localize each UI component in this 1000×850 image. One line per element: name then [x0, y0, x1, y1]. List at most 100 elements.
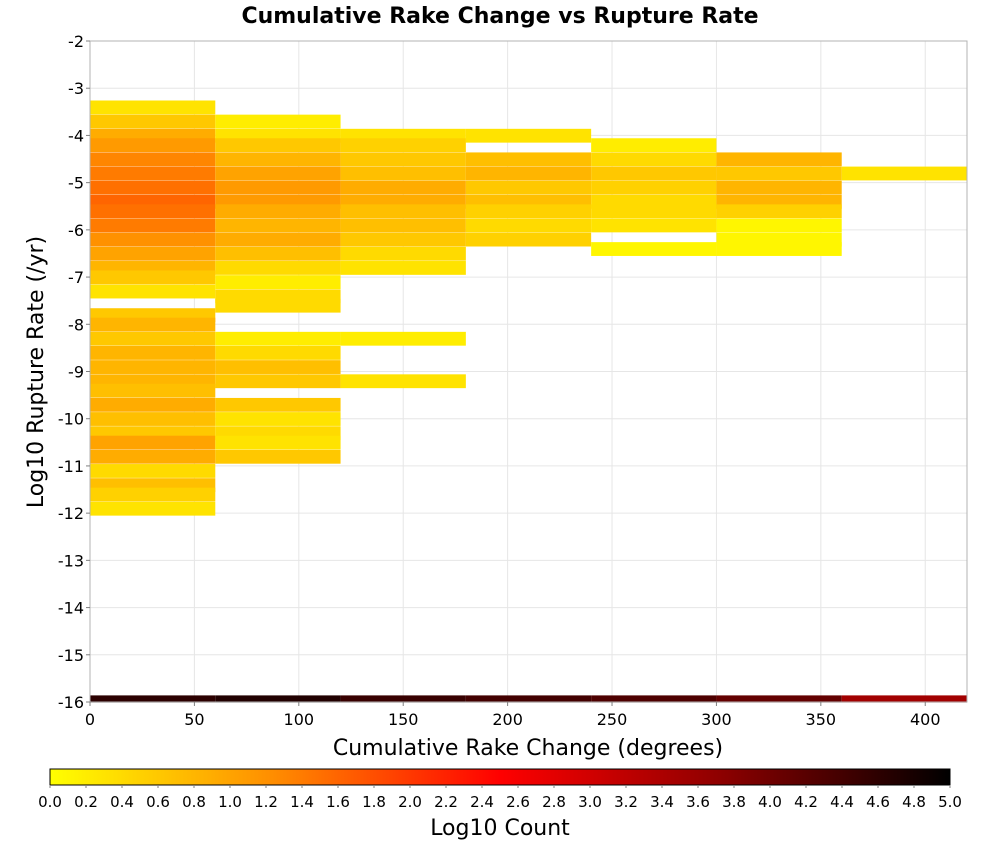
y-tick-label: -9	[68, 363, 84, 382]
colorbar-tick-label: 3.0	[578, 793, 602, 811]
heatmap-cell	[215, 180, 341, 195]
heatmap-cell	[591, 152, 717, 167]
heatmap-cell	[90, 331, 216, 346]
heatmap-cell	[90, 166, 216, 181]
y-axis-ticks: -2 -3 -4 -5 -6 -7 -8 -9 -10 -11 -12 -13 -14 -15 -16	[58, 32, 90, 712]
colorbar-tick-label: 4.4	[830, 793, 854, 811]
heatmap-cell	[591, 180, 717, 195]
heatmap-cell	[90, 412, 216, 426]
heatmap-cell	[215, 114, 341, 129]
colorbar-tick-label: 0.8	[182, 793, 206, 811]
heatmap-cell	[90, 270, 216, 285]
heatmap-cell	[215, 435, 341, 450]
heatmap-cell	[591, 695, 717, 703]
heatmap-cell	[716, 218, 842, 233]
heatmap-cell	[215, 204, 341, 219]
heatmap-cell	[465, 204, 592, 219]
heatmap-cell	[215, 138, 341, 153]
heatmap-cell	[215, 218, 341, 233]
y-tick-label: -16	[58, 693, 84, 712]
heatmap-cell	[465, 695, 592, 703]
colorbar-tick-label: 3.2	[614, 793, 638, 811]
heatmap-cell	[90, 464, 216, 478]
heatmap-cell	[90, 100, 216, 115]
heatmap-cell	[340, 166, 466, 181]
heatmap-cell	[215, 331, 341, 346]
heatmap-cell	[215, 397, 341, 412]
colorbar-tick-label: 4.6	[866, 793, 890, 811]
heatmap-cell	[716, 152, 842, 167]
heatmap-cell	[340, 695, 466, 703]
y-tick-label: -8	[68, 315, 84, 334]
heatmap-cell	[90, 232, 216, 247]
colorbar-label: Log10 Count	[430, 816, 570, 841]
colorbar-tick-label: 2.0	[398, 793, 422, 811]
x-tick-label: 100	[284, 710, 315, 729]
heatmap-cells	[90, 100, 967, 703]
x-axis-label: Cumulative Rake Change (degrees)	[333, 736, 723, 761]
colorbar-tick-label: 3.6	[686, 793, 710, 811]
x-tick-label: 0	[85, 710, 95, 729]
colorbar-tick-label: 2.4	[470, 793, 494, 811]
heatmap-cell	[465, 218, 592, 233]
x-tick-label: 50	[184, 710, 204, 729]
colorbar	[49, 768, 951, 786]
heatmap-cell	[591, 204, 717, 219]
heatmap-cell	[90, 435, 216, 450]
x-tick-label: 350	[806, 710, 837, 729]
heatmap-cell	[90, 284, 216, 299]
colorbar-tick-label: 3.4	[650, 793, 674, 811]
colorbar-tick-label: 2.8	[542, 793, 566, 811]
y-tick-label: -2	[68, 32, 84, 51]
heatmap-cell	[340, 218, 466, 233]
colorbar-tick-label: 0.4	[110, 793, 134, 811]
chart-title: Cumulative Rake Change vs Rupture Rate	[241, 4, 758, 29]
heatmap-cell	[340, 180, 466, 195]
colorbar-tick-label: 0.6	[146, 793, 170, 811]
heatmap-cell	[465, 166, 592, 181]
heatmap-cell	[591, 138, 717, 153]
heatmap-cell	[90, 360, 216, 374]
y-tick-label: -3	[68, 79, 84, 98]
heatmap-cell	[465, 128, 592, 143]
colorbar-tick-label: 4.8	[902, 793, 926, 811]
y-tick-label: -15	[58, 646, 84, 665]
colorbar-tick-label: 3.8	[722, 793, 746, 811]
heatmap-cell	[90, 449, 216, 464]
heatmap-cell	[215, 695, 341, 703]
heatmap-cell	[90, 501, 216, 516]
heatmap-cell	[716, 242, 842, 256]
heatmap-cell	[90, 695, 216, 703]
heatmap-cell	[716, 695, 842, 703]
heatmap-cell	[340, 138, 466, 153]
heatmap-cell	[591, 242, 717, 256]
colorbar-tick-label: 1.2	[254, 793, 278, 811]
heatmap-cell	[465, 152, 592, 167]
heatmap-cell	[90, 346, 216, 360]
heatmap-cell	[340, 246, 466, 261]
heatmap-cell	[340, 331, 466, 346]
y-tick-label: -13	[58, 551, 84, 570]
heatmap-cell	[90, 487, 216, 502]
heatmap-cell	[340, 152, 466, 167]
x-tick-label: 300	[701, 710, 732, 729]
heatmap-cell	[716, 166, 842, 181]
heatmap-cell	[215, 298, 341, 313]
heatmap-cell	[90, 180, 216, 195]
heatmap-cell	[215, 261, 341, 275]
heatmap-cell	[591, 166, 717, 181]
heatmap-cell	[465, 180, 592, 195]
x-tick-label: 250	[597, 710, 628, 729]
y-tick-label: -7	[68, 268, 84, 287]
heatmap-cell	[340, 232, 466, 247]
x-tick-label: 150	[388, 710, 419, 729]
heatmap-cell	[215, 246, 341, 261]
heatmap-cell	[90, 317, 216, 332]
heatmap-cell	[716, 180, 842, 195]
heatmap-cell	[90, 218, 216, 233]
heatmap-cell	[465, 232, 592, 247]
heatmap-cell	[90, 138, 216, 153]
colorbar-tick-label: 0.0	[38, 793, 62, 811]
colorbar-tick-label: 0.2	[74, 793, 98, 811]
